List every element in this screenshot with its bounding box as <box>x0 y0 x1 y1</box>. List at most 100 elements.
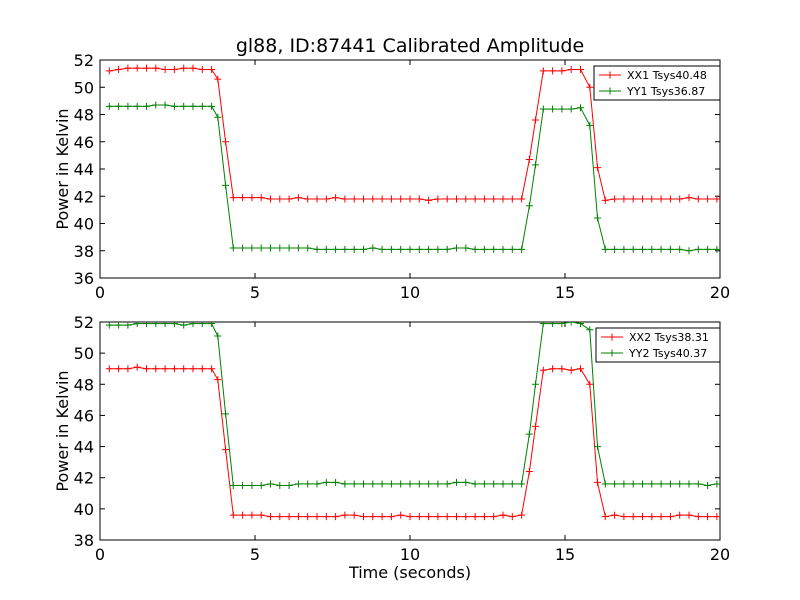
data-point <box>518 480 526 488</box>
legend-label: YY1 Tsys36.87 <box>626 85 705 98</box>
data-point <box>704 195 712 203</box>
data-point <box>490 480 498 488</box>
data-point <box>143 365 150 373</box>
data-point <box>229 194 237 202</box>
data-point <box>558 67 566 75</box>
data-point <box>685 480 693 488</box>
data-point <box>713 245 720 253</box>
data-point <box>490 195 498 203</box>
data-point <box>406 480 414 488</box>
data-point <box>341 511 349 519</box>
data-point <box>294 480 302 488</box>
data-point <box>676 511 684 519</box>
data-point <box>586 326 594 334</box>
data-point <box>285 195 293 203</box>
data-point <box>443 513 451 521</box>
data-point <box>539 105 547 113</box>
data-point <box>189 365 197 373</box>
data-point <box>704 513 712 521</box>
data-point <box>406 513 414 521</box>
data-point <box>611 511 619 519</box>
data-point <box>229 511 237 519</box>
data-point <box>532 161 540 169</box>
data-point <box>239 482 247 489</box>
y-tick-label: 52 <box>74 51 94 70</box>
data-point <box>499 511 507 519</box>
legend-marker <box>606 71 614 79</box>
data-point <box>198 365 206 373</box>
data-point <box>586 121 594 129</box>
data-point <box>490 245 498 253</box>
data-point <box>657 480 665 488</box>
data-point <box>676 195 684 203</box>
data-point <box>508 480 516 488</box>
y-tick-label: 42 <box>74 187 94 206</box>
data-point <box>214 332 222 340</box>
figure-title: gl88, ID:87441 Calibrated Amplitude <box>236 35 584 57</box>
data-point <box>133 322 141 328</box>
legend-label: XX1 Tsys40.48 <box>627 69 707 82</box>
data-point <box>567 322 575 326</box>
legend-box <box>595 327 721 363</box>
y-tick-label: 44 <box>74 438 94 457</box>
data-point <box>713 480 720 488</box>
data-point <box>276 195 284 203</box>
data-point <box>525 430 533 438</box>
data-point <box>471 195 479 203</box>
data-point <box>304 480 312 488</box>
data-point <box>685 194 693 202</box>
data-point <box>124 365 132 373</box>
data-point <box>657 195 665 203</box>
data-point <box>462 244 470 252</box>
data-point <box>508 195 516 203</box>
data-point <box>539 67 547 75</box>
x-tick-label: 10 <box>400 545 420 564</box>
data-point <box>285 513 293 521</box>
data-point <box>105 102 113 110</box>
data-point <box>694 513 702 521</box>
data-point <box>471 480 479 488</box>
data-point <box>208 322 216 328</box>
data-point <box>397 480 405 488</box>
data-point <box>304 513 312 521</box>
y-tick-label: 40 <box>74 215 94 234</box>
data-point <box>350 245 358 253</box>
data-point <box>648 195 656 203</box>
data-point <box>462 195 470 203</box>
data-point <box>532 380 540 388</box>
data-point <box>350 480 358 488</box>
data-point <box>443 195 451 203</box>
y-tick-label: 48 <box>74 106 94 125</box>
data-point <box>350 195 358 203</box>
data-point <box>313 513 321 521</box>
data-point <box>415 195 423 203</box>
data-point <box>704 245 712 253</box>
x-tick-label: 20 <box>710 283 730 302</box>
y-tick-label: 36 <box>74 269 94 288</box>
data-point <box>239 511 247 519</box>
data-point <box>267 195 274 203</box>
data-point <box>525 202 533 210</box>
series-1 <box>105 363 720 521</box>
data-point <box>180 102 188 110</box>
data-point <box>480 513 488 521</box>
data-point <box>406 195 414 203</box>
data-point <box>189 64 197 72</box>
data-point <box>601 480 609 488</box>
data-point <box>601 196 609 204</box>
y-axis-label: Power in Kelvin <box>53 370 72 491</box>
data-point <box>222 181 230 189</box>
data-point <box>161 66 169 74</box>
data-point <box>577 322 584 328</box>
data-point <box>105 67 113 75</box>
data-point <box>443 245 451 253</box>
data-point <box>248 511 256 519</box>
data-point <box>360 513 367 521</box>
data-point <box>525 155 533 163</box>
data-point <box>313 480 321 488</box>
data-point <box>152 64 160 72</box>
data-point <box>248 244 256 252</box>
data-point <box>453 244 460 252</box>
data-point <box>425 513 433 521</box>
x-tick-label: 5 <box>250 283 260 302</box>
